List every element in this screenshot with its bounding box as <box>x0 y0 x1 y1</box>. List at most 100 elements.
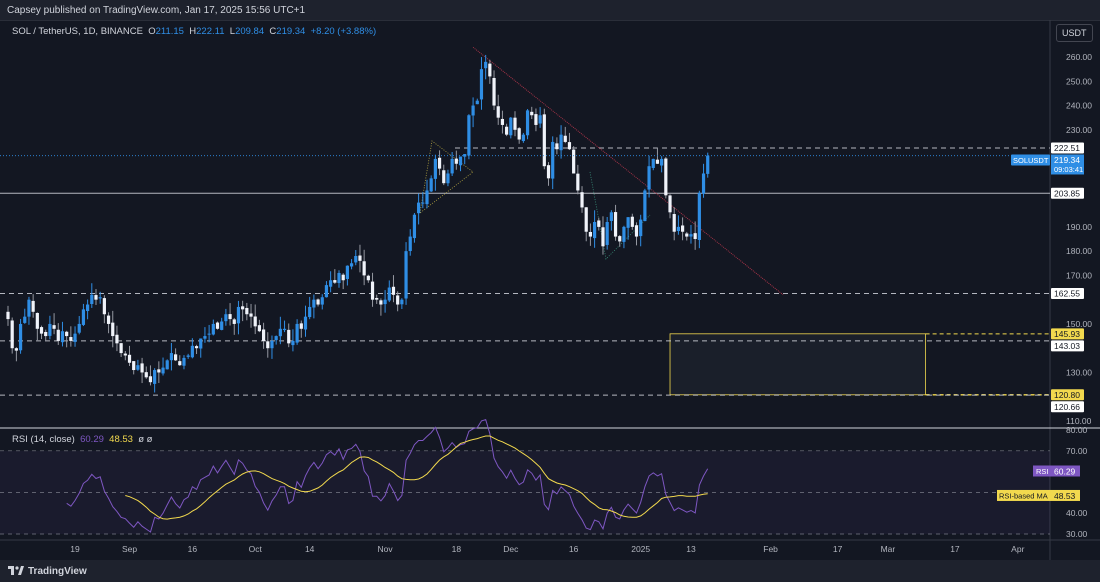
candle[interactable] <box>253 316 257 327</box>
candle[interactable] <box>257 325 261 332</box>
demand-zone-box[interactable] <box>669 333 927 396</box>
candle[interactable] <box>329 280 333 287</box>
candle[interactable] <box>387 287 391 301</box>
candle[interactable] <box>73 333 77 342</box>
candle[interactable] <box>488 63 492 77</box>
candle[interactable] <box>102 298 106 315</box>
candle[interactable] <box>668 195 672 213</box>
candle[interactable] <box>530 111 534 116</box>
candle[interactable] <box>593 222 597 239</box>
candle[interactable] <box>546 165 551 179</box>
rsi-ma-line[interactable] <box>125 435 708 520</box>
candle[interactable] <box>65 331 69 337</box>
candle[interactable] <box>442 170 446 184</box>
candle[interactable] <box>157 369 161 373</box>
candle[interactable] <box>366 275 370 281</box>
candle[interactable] <box>706 155 710 174</box>
candle[interactable] <box>639 219 643 237</box>
candle[interactable] <box>69 337 73 341</box>
candle[interactable] <box>194 346 199 349</box>
candle[interactable] <box>169 353 174 361</box>
currency-button[interactable]: USDT <box>1056 24 1093 42</box>
candle[interactable] <box>261 329 266 341</box>
candle[interactable] <box>630 216 634 227</box>
candle[interactable] <box>664 158 668 196</box>
candle[interactable] <box>551 141 555 179</box>
candle[interactable] <box>370 281 375 300</box>
candle[interactable] <box>605 222 609 245</box>
wedge-pattern[interactable] <box>589 171 651 260</box>
candle[interactable] <box>509 117 513 136</box>
candle[interactable] <box>174 354 178 361</box>
candle[interactable] <box>622 226 626 242</box>
candle[interactable] <box>56 329 60 341</box>
candle[interactable] <box>467 115 471 156</box>
candle[interactable] <box>316 299 320 305</box>
candle[interactable] <box>500 118 505 125</box>
candle[interactable] <box>349 263 354 267</box>
candle[interactable] <box>337 272 341 284</box>
candle[interactable] <box>580 192 584 208</box>
candle[interactable] <box>220 321 224 330</box>
candle[interactable] <box>379 300 383 305</box>
candle[interactable] <box>484 61 488 69</box>
candle[interactable] <box>396 295 400 305</box>
candle[interactable] <box>446 173 450 184</box>
candle[interactable] <box>178 361 182 366</box>
candle[interactable] <box>572 149 576 174</box>
candle[interactable] <box>111 322 115 337</box>
candle[interactable] <box>660 158 664 166</box>
candle[interactable] <box>647 166 651 190</box>
candle[interactable] <box>140 363 144 373</box>
candle[interactable] <box>362 261 366 276</box>
candle[interactable] <box>144 372 148 378</box>
triangle-pattern[interactable] <box>419 140 474 214</box>
candle[interactable] <box>312 299 316 308</box>
candle[interactable] <box>626 217 630 228</box>
candle[interactable] <box>241 306 245 310</box>
candle[interactable] <box>576 173 580 191</box>
candle[interactable] <box>245 307 249 315</box>
candle[interactable] <box>584 207 588 232</box>
candle[interactable] <box>454 158 458 164</box>
candle[interactable] <box>412 214 417 239</box>
candle[interactable] <box>697 192 701 240</box>
candle[interactable] <box>542 114 546 167</box>
candle[interactable] <box>408 236 412 252</box>
candle[interactable] <box>77 323 81 333</box>
candle[interactable] <box>39 327 44 334</box>
candle[interactable] <box>287 329 291 344</box>
candle[interactable] <box>618 236 622 242</box>
candle[interactable] <box>186 355 190 357</box>
candle[interactable] <box>161 367 165 374</box>
candle[interactable] <box>31 300 35 312</box>
candle[interactable] <box>588 231 593 237</box>
candle[interactable] <box>211 323 215 335</box>
candle[interactable] <box>249 313 253 317</box>
candle[interactable] <box>274 336 278 341</box>
candle[interactable] <box>463 154 467 157</box>
candle[interactable] <box>555 143 559 150</box>
candle[interactable] <box>228 314 232 320</box>
candle[interactable] <box>207 333 211 335</box>
candle[interactable] <box>651 158 655 168</box>
candle[interactable] <box>689 234 693 237</box>
candle[interactable] <box>475 100 479 105</box>
candle[interactable] <box>693 233 697 240</box>
candle[interactable] <box>18 323 23 351</box>
candle[interactable] <box>429 178 433 192</box>
rsi-line[interactable] <box>66 418 709 533</box>
candle[interactable] <box>358 255 362 261</box>
candle[interactable] <box>345 265 349 279</box>
candle[interactable] <box>559 134 563 151</box>
candle[interactable] <box>282 328 287 331</box>
candle[interactable] <box>479 69 484 100</box>
candle[interactable] <box>182 357 186 366</box>
rsi-extra-icons[interactable]: ø ø <box>138 434 153 445</box>
candle[interactable] <box>643 190 647 222</box>
candle[interactable] <box>680 225 685 232</box>
candle[interactable] <box>199 338 203 349</box>
candle[interactable] <box>525 110 530 136</box>
candle[interactable] <box>52 325 56 329</box>
candle[interactable] <box>10 320 14 349</box>
